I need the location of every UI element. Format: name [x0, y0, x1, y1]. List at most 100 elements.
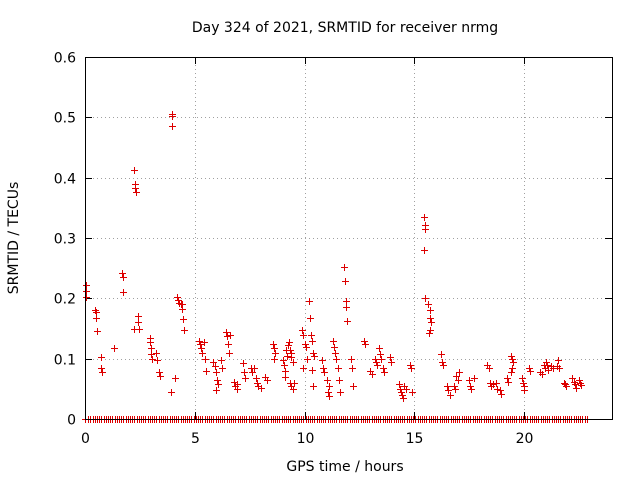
data-point — [290, 359, 297, 366]
data-point — [218, 357, 225, 364]
data-point — [219, 365, 226, 372]
data-point — [302, 341, 309, 348]
data-point — [284, 353, 291, 360]
data-point — [98, 365, 105, 372]
y-axis-title: SRMTID / TECUs — [6, 182, 22, 295]
data-point — [573, 385, 580, 392]
data-point — [400, 395, 407, 402]
chart-title: Day 324 of 2021, SRMTID for receiver nrm… — [192, 20, 498, 36]
data-point — [369, 371, 376, 378]
y-tick-label: 0.3 — [54, 232, 76, 248]
data-point — [344, 318, 351, 325]
data-point — [249, 369, 256, 376]
data-point — [520, 380, 527, 387]
data-point — [407, 362, 414, 369]
x-tick-label: 10 — [297, 431, 315, 447]
data-point — [174, 294, 181, 301]
data-point — [156, 369, 163, 376]
data-point — [300, 332, 307, 339]
data-point — [168, 389, 175, 396]
data-point — [467, 383, 474, 390]
x-tick-label: 20 — [516, 431, 534, 447]
data-point — [326, 383, 333, 390]
data-point — [234, 381, 241, 388]
data-point — [169, 113, 176, 120]
data-point — [309, 338, 316, 345]
data-point — [427, 307, 434, 314]
data-point — [486, 365, 493, 372]
data-point — [227, 332, 234, 339]
data-point — [271, 345, 278, 352]
data-point — [270, 341, 277, 348]
x-tick-labels: 0 5 10 15 20 — [81, 431, 533, 447]
data-point — [99, 369, 106, 376]
data-point — [543, 359, 550, 366]
data-point — [120, 289, 127, 296]
data-point — [504, 375, 511, 382]
x-tick-label: 15 — [406, 431, 424, 447]
data-point — [545, 367, 552, 374]
data-point — [131, 167, 138, 174]
data-point — [321, 369, 328, 376]
data-point — [119, 270, 126, 277]
data-point — [555, 357, 562, 364]
data-point — [330, 338, 337, 345]
data-point — [343, 298, 350, 305]
data-point — [387, 354, 394, 361]
data-point — [526, 365, 533, 372]
data-point — [303, 344, 310, 351]
data-point — [539, 371, 546, 378]
y-tick-label: 0.5 — [54, 111, 76, 127]
data-point — [251, 365, 258, 372]
data-point — [494, 386, 501, 393]
data-point — [519, 375, 526, 382]
data-point — [361, 338, 368, 345]
data-point — [148, 345, 155, 352]
data-point — [291, 380, 298, 387]
data-point — [427, 315, 434, 322]
data-point — [299, 327, 306, 334]
data-point — [337, 389, 344, 396]
data-point — [332, 350, 339, 357]
data-point — [308, 332, 315, 339]
data-point — [377, 351, 384, 358]
data-point — [453, 373, 460, 380]
data-point — [578, 382, 585, 389]
data-point — [286, 339, 293, 346]
data-point — [325, 389, 332, 396]
data-point — [466, 377, 473, 384]
data-point — [425, 301, 432, 308]
data-point — [397, 386, 404, 393]
data-point — [508, 369, 515, 376]
data-point — [197, 341, 204, 348]
data-point — [306, 298, 313, 305]
data-point — [201, 339, 208, 346]
data-point — [498, 391, 505, 398]
y-tick-label: 0.1 — [54, 353, 76, 369]
y-tick-label: 0.2 — [54, 292, 76, 308]
data-point — [544, 362, 551, 369]
data-point — [326, 393, 333, 400]
data-point — [282, 368, 289, 375]
data-point — [300, 365, 307, 372]
data-point — [203, 368, 210, 375]
data-point — [572, 381, 579, 388]
data-point — [135, 319, 142, 326]
data-point — [333, 356, 340, 363]
data-point — [169, 123, 176, 130]
data-point — [509, 365, 516, 372]
data-point — [348, 356, 355, 363]
data-point — [468, 386, 475, 393]
data-point — [336, 377, 343, 384]
data-point — [373, 359, 380, 366]
data-point — [422, 226, 429, 233]
data-point — [213, 369, 220, 376]
data-point — [83, 294, 90, 301]
data-point — [154, 357, 161, 364]
data-point — [285, 342, 292, 349]
data-point — [471, 375, 478, 382]
data-point — [399, 392, 406, 399]
data-point — [288, 354, 295, 361]
data-point — [304, 356, 311, 363]
data-point — [258, 385, 265, 392]
